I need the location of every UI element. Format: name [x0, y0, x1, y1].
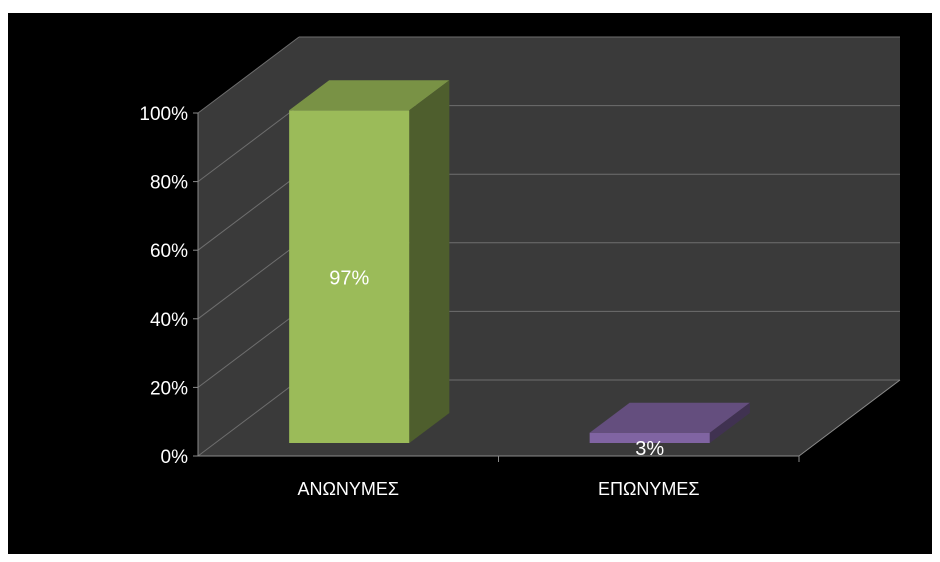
bar-top-2 — [589, 402, 750, 433]
axes — [193, 112, 901, 462]
y-tick-label: 40% — [150, 310, 188, 331]
y-tick-label: 100% — [139, 104, 188, 125]
x-tick-label-1: ΑΝΩΝΥΜΕΣ — [297, 479, 399, 499]
labels: 0% 20% 40% 60% 80% 100% 97% ΑΝΩΝΥΜΕΣ 3% ΕΠΩΝΥΜΕΣ — [139, 104, 699, 499]
bar-side-1 — [409, 80, 450, 443]
data-label-1: 97% — [329, 268, 369, 290]
y-tick-label: 60% — [150, 241, 188, 262]
gridline-side — [197, 36, 300, 114]
side-wall — [198, 37, 299, 456]
gridline-side — [197, 242, 300, 320]
y-tick-label: 80% — [150, 173, 188, 194]
x-tick-label-2: ΕΠΩΝΥΜΕΣ — [598, 479, 700, 499]
bar-front-2 — [589, 432, 710, 443]
data-label-2: 3% — [635, 438, 664, 460]
chart-frame: 0% 20% 40% 60% 80% 100% 97% ΑΝΩΝΥΜΕΣ 3% ΕΠΩΝΥΜΕΣ — [8, 13, 932, 554]
gridline-side — [197, 173, 300, 251]
y-tick-label: 0% — [161, 447, 189, 468]
bar-front-1 — [289, 110, 410, 443]
gridline-side — [197, 105, 300, 182]
bar-chart: 0% 20% 40% 60% 80% 100% 97% ΑΝΩΝΥΜΕΣ 3% ΕΠΩΝΥΜΕΣ — [139, 36, 901, 499]
bar-top-1 — [289, 80, 450, 111]
floor-edge — [798, 379, 901, 457]
bars — [289, 80, 750, 443]
bar-side-2 — [709, 402, 750, 443]
gridline-side — [197, 311, 300, 388]
gridline-side — [197, 379, 300, 457]
y-tick-label: 20% — [150, 378, 188, 399]
